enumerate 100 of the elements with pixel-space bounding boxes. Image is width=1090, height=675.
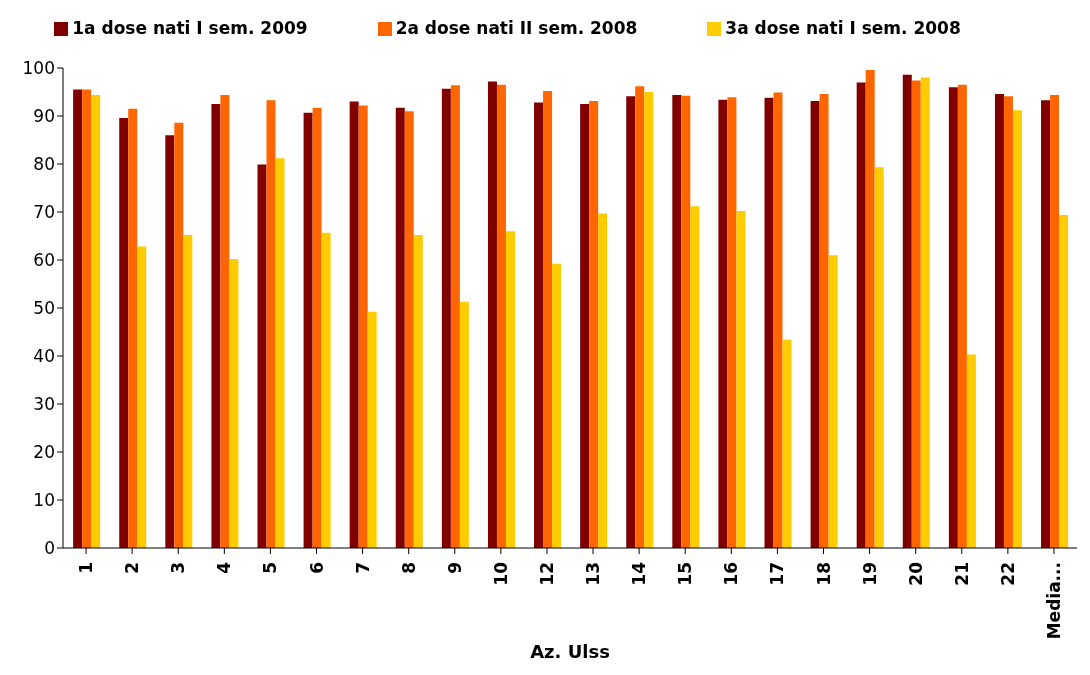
bar <box>727 97 737 548</box>
bar <box>91 94 101 548</box>
bar <box>957 84 967 548</box>
y-tick-label: 60 <box>33 250 55 271</box>
bar <box>450 85 460 548</box>
x-tick-label: 10 <box>490 561 511 586</box>
y-tick-label: 80 <box>33 154 55 175</box>
bar <box>367 311 377 548</box>
bar <box>828 255 838 548</box>
bar <box>543 91 553 548</box>
x-axis-title: Az. Ulss <box>530 641 610 662</box>
bar <box>505 231 515 548</box>
x-tick-label: 7 <box>352 562 373 574</box>
bar <box>211 104 221 548</box>
bar <box>672 94 682 548</box>
bar <box>856 82 866 548</box>
x-tick-label: 18 <box>813 562 834 586</box>
bar <box>810 101 820 548</box>
legend-label: 1a dose nati I sem. 2009 <box>72 18 308 38</box>
bar <box>865 69 875 548</box>
x-tick-label: 13 <box>583 562 604 586</box>
y-tick-label: 50 <box>33 298 55 319</box>
bar <box>1050 94 1060 548</box>
bar <box>819 93 829 548</box>
bar <box>404 111 414 548</box>
bar <box>119 117 129 548</box>
bar <box>534 102 544 548</box>
bar <box>459 301 469 548</box>
y-tick-label: 20 <box>33 442 55 463</box>
y-tick-label: 40 <box>33 346 55 367</box>
bar <box>644 92 654 548</box>
bar <box>718 99 728 548</box>
bar <box>220 94 230 548</box>
bar <box>764 97 774 548</box>
x-tick-label: 14 <box>629 561 650 586</box>
bar <box>736 211 746 548</box>
x-tick-label: 20 <box>905 561 926 586</box>
bar <box>635 86 645 548</box>
bar <box>1012 110 1022 548</box>
bar <box>73 89 83 548</box>
bar <box>1003 96 1013 548</box>
bar <box>1041 100 1051 548</box>
bar <box>552 263 562 548</box>
bar <box>782 339 792 548</box>
bar <box>681 95 691 548</box>
bar <box>598 213 608 548</box>
y-tick-label: 100 <box>22 58 55 79</box>
x-tick-label: 5 <box>260 562 281 574</box>
bar <box>773 92 783 548</box>
bar <box>303 112 313 548</box>
bar <box>275 158 285 548</box>
bar <box>312 107 322 548</box>
x-tick-label: 12 <box>536 562 557 586</box>
bar <box>589 101 599 548</box>
bar <box>626 96 636 548</box>
bar <box>229 259 239 548</box>
bar <box>920 77 930 548</box>
bar <box>487 81 497 548</box>
bar <box>358 105 368 548</box>
x-tick-label: 15 <box>675 562 696 586</box>
bar <box>128 108 138 548</box>
x-tick-label: 8 <box>398 562 419 574</box>
x-tick-label: 9 <box>444 562 465 574</box>
bar <box>1059 214 1069 548</box>
bar <box>911 80 921 548</box>
bar <box>257 164 267 548</box>
bar <box>496 84 506 548</box>
x-tick-label: 3 <box>168 562 189 574</box>
bar <box>966 354 976 548</box>
bar <box>874 167 884 548</box>
x-tick-label: 2 <box>122 562 143 574</box>
bar <box>137 246 147 548</box>
legend-label: 2a dose nati II sem. 2008 <box>395 18 638 38</box>
bar <box>349 101 359 548</box>
bar <box>994 93 1004 548</box>
y-tick-label: 10 <box>33 490 55 511</box>
x-tick-label: 22 <box>997 562 1018 586</box>
bar <box>948 87 958 548</box>
bar <box>183 235 193 548</box>
bar <box>413 235 423 548</box>
bar <box>902 74 912 548</box>
x-tick-label: Media... <box>1043 562 1064 640</box>
x-tick-label: 17 <box>767 562 788 586</box>
bar <box>165 135 175 548</box>
x-tick-label: 4 <box>214 561 235 574</box>
x-tick-label: 1 <box>76 562 97 574</box>
bar <box>690 206 700 548</box>
y-tick-label: 30 <box>33 394 55 415</box>
bar <box>82 89 92 548</box>
y-tick-label: 90 <box>33 106 55 127</box>
x-tick-label: 21 <box>951 562 972 586</box>
x-tick-label: 19 <box>859 562 880 586</box>
bar <box>266 100 276 548</box>
legend-label: 3a dose nati I sem. 2008 <box>725 18 961 38</box>
bar <box>174 122 184 548</box>
x-tick-label: 6 <box>306 562 327 574</box>
y-tick-label: 0 <box>44 538 55 559</box>
bar <box>395 107 405 548</box>
bar <box>441 88 451 548</box>
bar <box>321 232 331 548</box>
